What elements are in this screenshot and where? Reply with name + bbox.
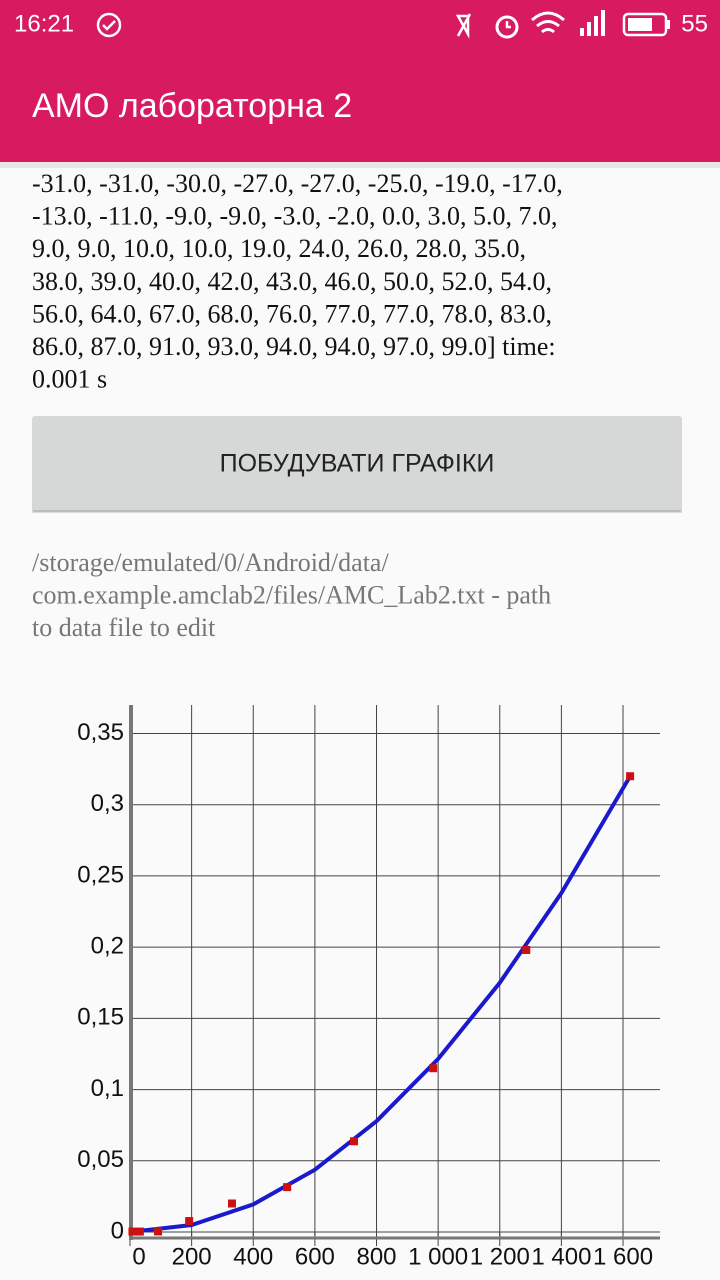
x-tick-label: 200 bbox=[172, 1243, 212, 1270]
output-line: 56.0, 64.0, 67.0, 68.0, 76.0, 77.0, 77.0… bbox=[32, 299, 552, 328]
x-tick-label: 0 bbox=[132, 1243, 145, 1270]
path-note-line: com.example.amclab2/files/AMC_Lab2.txt -… bbox=[32, 580, 551, 609]
data-point bbox=[154, 1227, 163, 1236]
data-point bbox=[350, 1137, 359, 1146]
status-icons bbox=[455, 10, 670, 39]
y-tick-label: 0,3 bbox=[91, 790, 124, 817]
data-point bbox=[626, 772, 635, 781]
data-point bbox=[128, 1227, 137, 1236]
y-tick-label: 0,25 bbox=[77, 861, 124, 888]
app-bar-shadow bbox=[0, 160, 720, 168]
y-tick-label: 0,2 bbox=[91, 932, 124, 959]
data-point bbox=[227, 1199, 236, 1208]
y-tick-label: 0,35 bbox=[77, 719, 124, 746]
button-label[interactable]: ПОБУДУВАТИ ГРАФІКИ bbox=[220, 450, 495, 478]
x-tick-label: 400 bbox=[233, 1243, 273, 1270]
output-line: -13.0, -11.0, -9.0, -9.0, -3.0, -2.0, 0.… bbox=[32, 202, 557, 231]
status-check-icon bbox=[96, 12, 122, 38]
app-bar bbox=[0, 0, 720, 162]
button-background[interactable] bbox=[32, 416, 682, 512]
data-point bbox=[522, 945, 531, 954]
data-point bbox=[185, 1217, 194, 1226]
data-point bbox=[135, 1227, 144, 1236]
button-shadow bbox=[32, 510, 682, 513]
output-line: -31.0, -31.0, -30.0, -27.0, -27.0, -25.0… bbox=[32, 169, 563, 198]
data-point bbox=[283, 1183, 292, 1192]
x-tick-label: 1 200 bbox=[470, 1243, 530, 1270]
path-note-line: /storage/emulated/0/Android/data/ bbox=[32, 548, 389, 577]
y-tick-label: 0,1 bbox=[91, 1075, 124, 1102]
x-tick-label: 1 400 bbox=[531, 1243, 591, 1270]
status-battery: 55 bbox=[681, 10, 708, 37]
x-tick-label: 800 bbox=[356, 1243, 396, 1270]
output-line: 0.001 s bbox=[32, 365, 107, 394]
output-line: 38.0, 39.0, 40.0, 42.0, 43.0, 46.0, 50.0… bbox=[32, 267, 552, 296]
y-tick-label: 0 bbox=[111, 1217, 124, 1244]
fit-line bbox=[129, 775, 632, 1234]
x-tick-label: 1 600 bbox=[593, 1243, 653, 1270]
y-tick-label: 0,15 bbox=[77, 1004, 124, 1031]
output-line: 86.0, 87.0, 91.0, 93.0, 94.0, 94.0, 97.0… bbox=[32, 332, 556, 361]
status-time: 16:21 bbox=[14, 10, 74, 37]
data-point bbox=[429, 1064, 438, 1073]
chart: 0 0,05 0,1 0,15 0,2 0,25 0,3 0,35 0 200 400 600 800 1… bbox=[77, 705, 660, 1270]
y-tick-label: 0,05 bbox=[77, 1146, 124, 1173]
x-tick-label: 1 000 bbox=[408, 1243, 468, 1270]
output-line: 9.0, 9.0, 10.0, 10.0, 19.0, 24.0, 26.0, … bbox=[32, 234, 526, 263]
path-note-line: to data file to edit bbox=[32, 613, 216, 642]
app-title: АМО лабораторна 2 bbox=[32, 87, 352, 125]
x-tick-label: 600 bbox=[295, 1243, 335, 1270]
